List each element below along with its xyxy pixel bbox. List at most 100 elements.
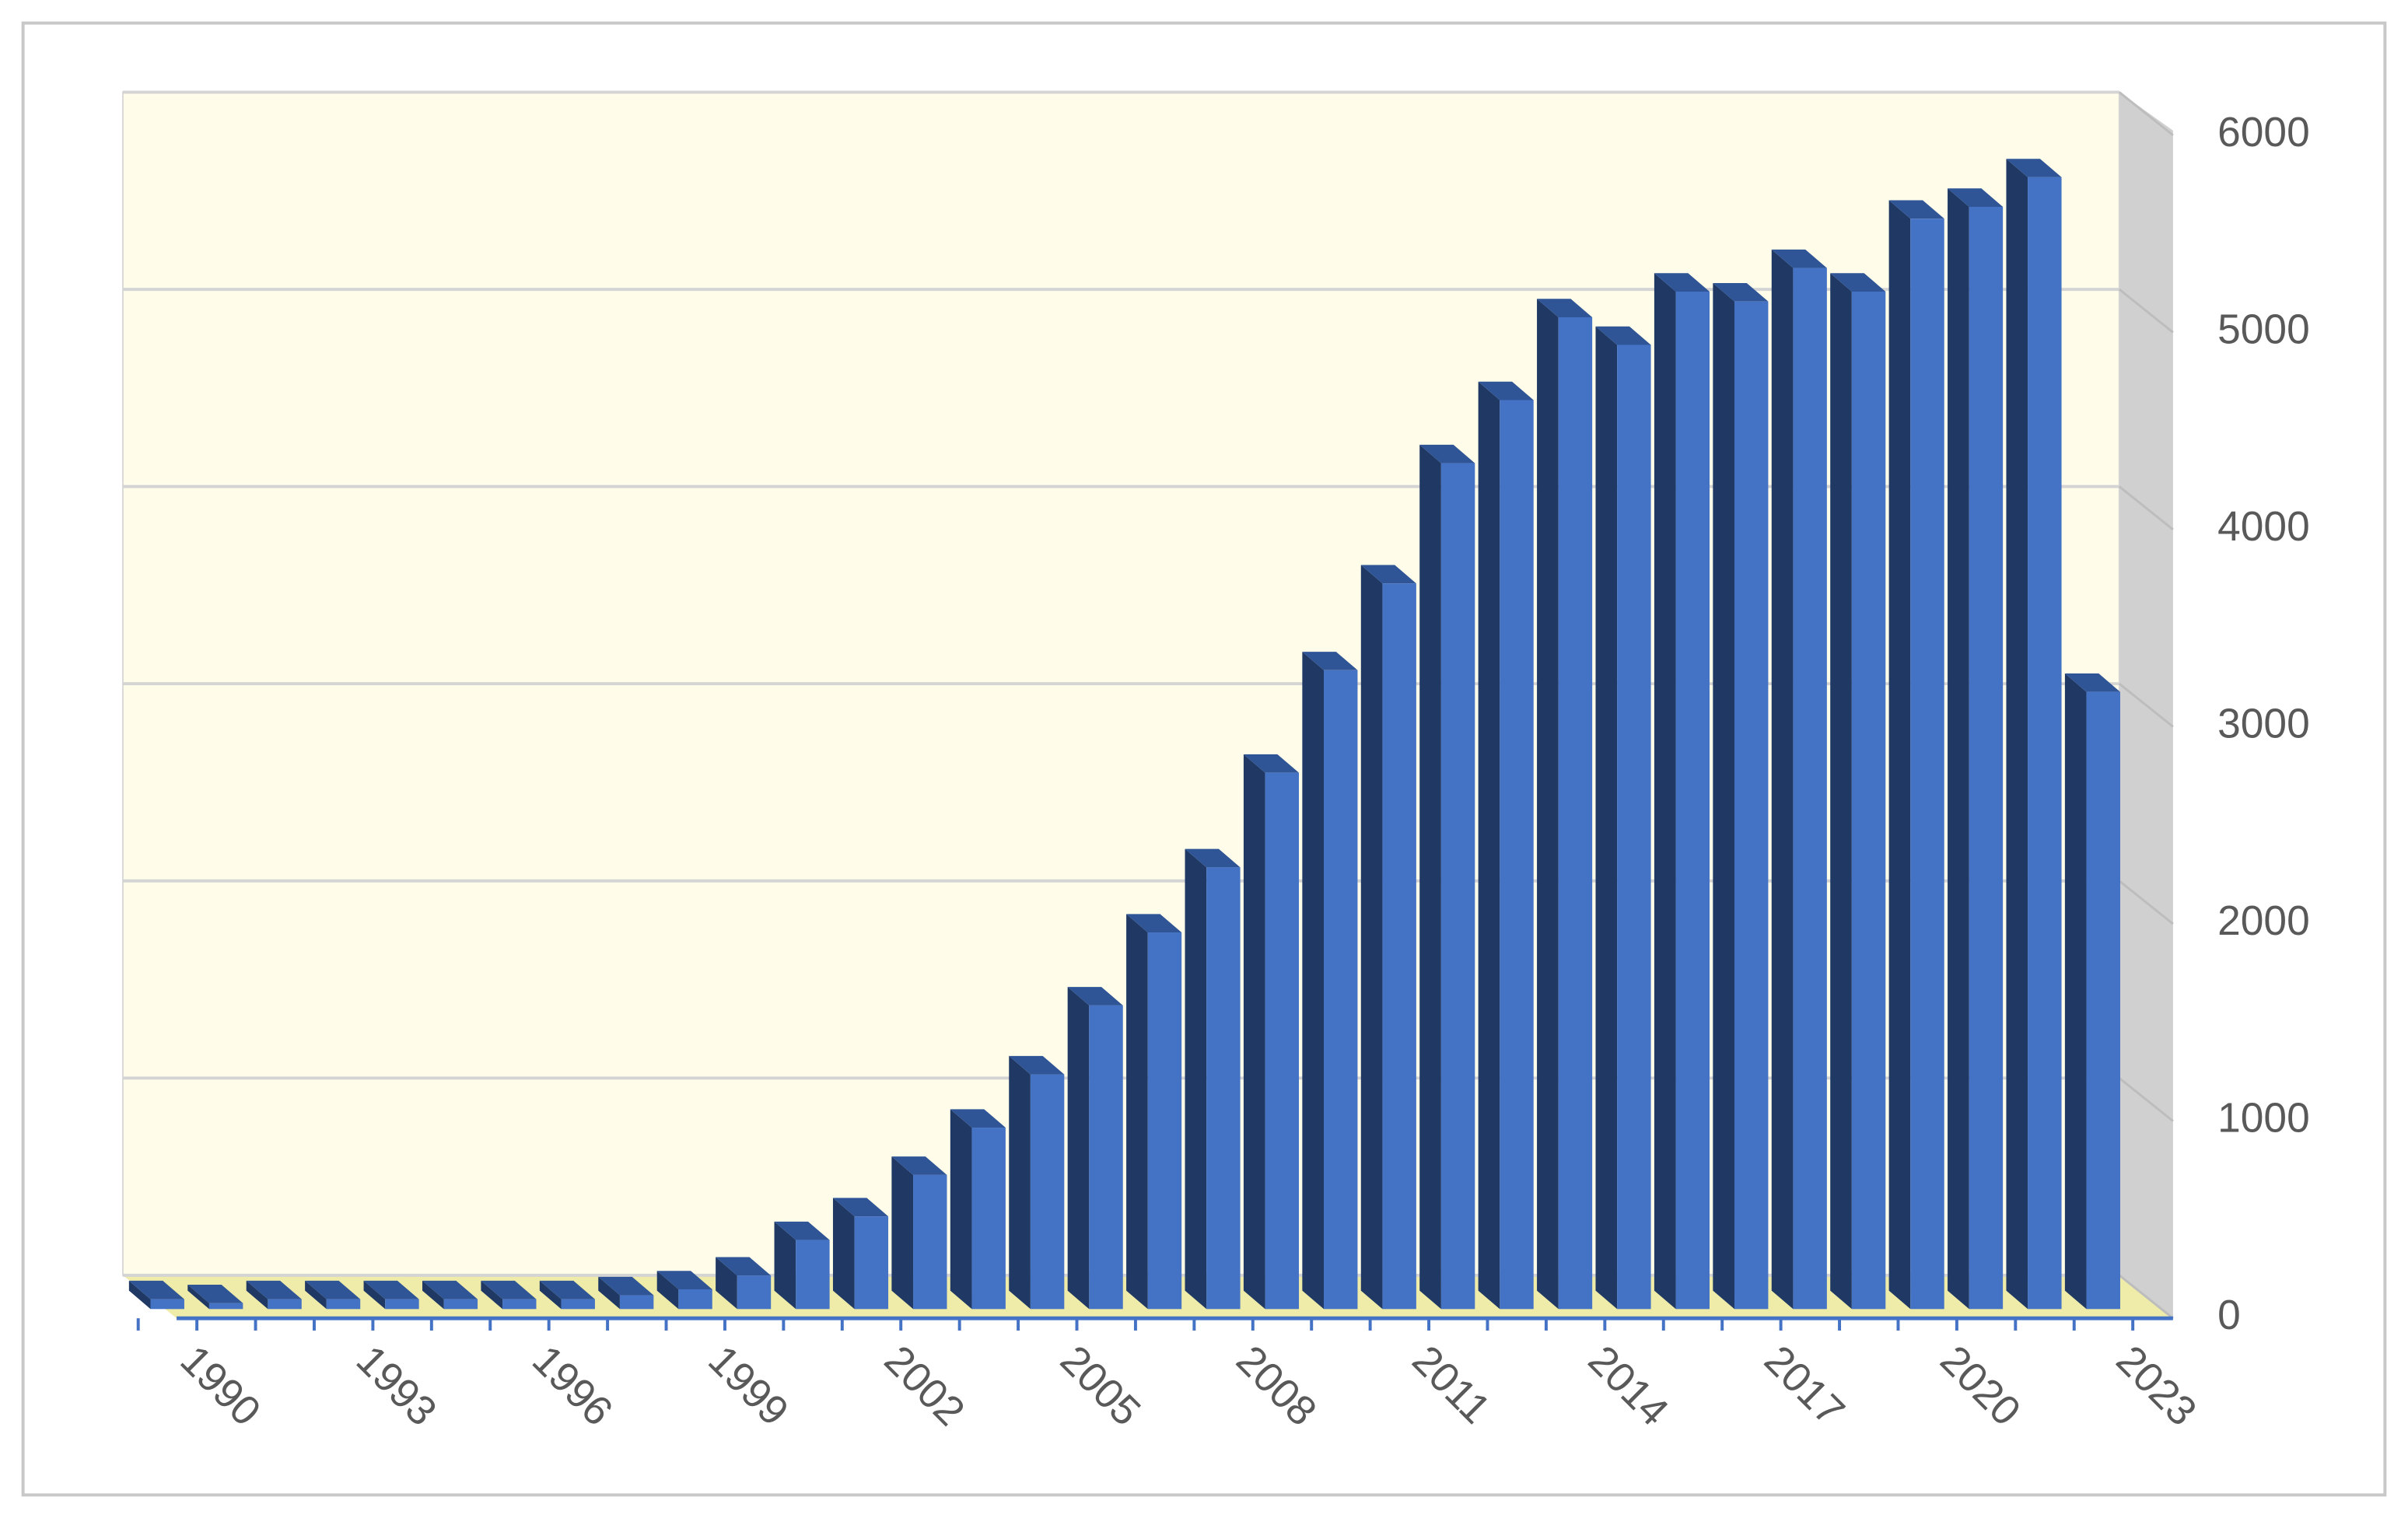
bar-side: [1537, 299, 1559, 1310]
side-grid-line: [2118, 1274, 2174, 1320]
bar: [1030, 1074, 1065, 1310]
bar: [2028, 177, 2062, 1310]
bar-side: [1771, 249, 1794, 1310]
bar-side: [598, 1276, 620, 1310]
bar-top: [481, 1280, 537, 1299]
bar-side: [716, 1257, 737, 1310]
bar-top: [128, 1280, 184, 1299]
bar-top: [1830, 273, 1886, 292]
bar-side: [1948, 188, 1969, 1310]
bar-side: [481, 1280, 503, 1310]
bar-side: [832, 1198, 855, 1310]
bar-top: [1478, 381, 1534, 400]
bar-top: [1713, 282, 1769, 302]
bar-side: [656, 1271, 679, 1310]
y-tick-label: 3000: [2217, 701, 2310, 747]
bar-top: [246, 1280, 302, 1299]
bar: [1265, 772, 1300, 1310]
bar: [1910, 219, 1944, 1310]
bar-top: [1302, 652, 1358, 670]
bar-top: [1771, 249, 1827, 268]
bar: [737, 1275, 772, 1310]
bar-top: [1948, 188, 2004, 207]
side-grid-line: [2118, 683, 2174, 728]
y-tick-label: 6000: [2217, 110, 2310, 156]
bar-side: [2064, 673, 2087, 1310]
bar-top: [2006, 159, 2062, 177]
bar: [796, 1240, 830, 1310]
bar: [1734, 301, 1769, 1310]
bar: [150, 1299, 184, 1310]
bar-top: [1067, 987, 1123, 1006]
bar-side: [363, 1280, 386, 1310]
bar: [1089, 1005, 1123, 1310]
bar-top: [716, 1257, 772, 1276]
bar: [1617, 345, 1651, 1310]
bar-side: [1067, 987, 1090, 1310]
bar: [1969, 206, 2004, 1310]
bar: [1382, 583, 1416, 1310]
bar-top: [1360, 565, 1416, 584]
y-tick-label: 1000: [2217, 1096, 2310, 1142]
bar: [1793, 268, 1827, 1310]
bar-side: [1009, 1055, 1031, 1310]
bar-top: [1185, 848, 1241, 868]
bar-side: [1126, 914, 1148, 1310]
bar: [1324, 670, 1358, 1310]
bar: [1440, 463, 1475, 1310]
bar: [619, 1295, 654, 1310]
bar-top: [1419, 444, 1475, 463]
bar-side: [1419, 444, 1441, 1310]
bar: [1851, 291, 1886, 1310]
bar-side: [1830, 273, 1852, 1310]
bar-side: [1654, 273, 1676, 1310]
bar: [1147, 932, 1182, 1310]
bar-top: [1595, 326, 1651, 345]
bar-top: [1243, 754, 1300, 773]
bar: [2086, 691, 2120, 1310]
bar: [913, 1174, 947, 1310]
bar: [208, 1303, 243, 1310]
bar-top: [422, 1280, 478, 1299]
bar: [326, 1299, 361, 1310]
side-grid-line: [2118, 485, 2174, 531]
bar-top: [1888, 200, 1944, 219]
bar-side: [422, 1280, 444, 1310]
bar-side: [1478, 381, 1500, 1310]
bar-side: [246, 1280, 268, 1310]
bar: [268, 1299, 302, 1310]
bar-side: [950, 1109, 972, 1310]
bar: [443, 1299, 478, 1310]
bar-side: [187, 1284, 209, 1310]
bar-top: [1126, 914, 1182, 933]
bar-top: [363, 1280, 419, 1299]
bar-top: [774, 1221, 830, 1240]
bars: [128, 159, 2120, 1310]
bar-side: [128, 1280, 151, 1310]
bar-side: [1360, 565, 1383, 1310]
bar-top: [187, 1284, 243, 1303]
bar-side: [539, 1280, 562, 1310]
bar: [502, 1299, 537, 1310]
side-grid-line: [2118, 1077, 2174, 1122]
bar-top: [305, 1280, 361, 1299]
bar-side: [1595, 326, 1618, 1310]
bar-side: [2006, 159, 2028, 1310]
bar: [1206, 867, 1241, 1310]
bar-top: [891, 1156, 947, 1175]
bar: [561, 1299, 595, 1310]
side-grid-line: [2118, 288, 2174, 334]
bar: [1500, 400, 1534, 1310]
bar: [1558, 317, 1593, 1310]
bar-top: [2064, 673, 2120, 692]
bar: [385, 1299, 419, 1310]
bar-top: [1654, 273, 1710, 292]
y-tick-label: 5000: [2217, 306, 2310, 352]
bar-top: [656, 1271, 712, 1289]
bar-top: [539, 1280, 595, 1299]
bar-top: [1009, 1055, 1065, 1075]
bar-top: [832, 1198, 889, 1217]
bar-top: [1537, 299, 1593, 317]
